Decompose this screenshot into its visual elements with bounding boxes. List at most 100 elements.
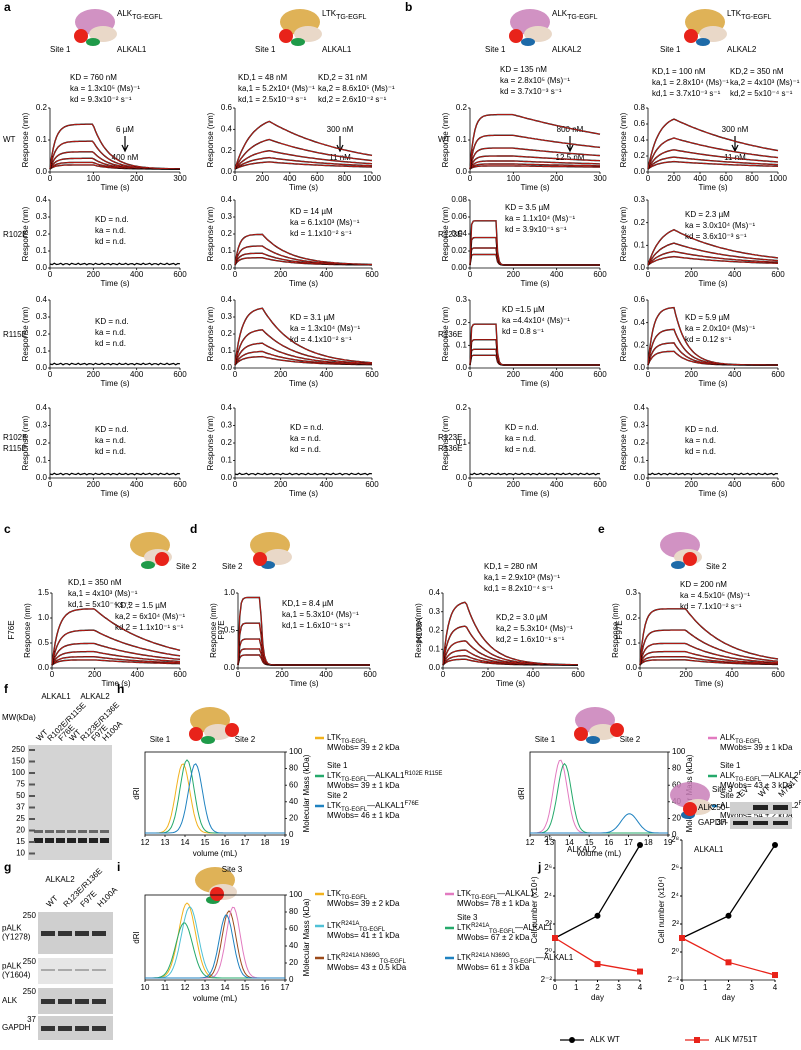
y-axis-label: Response (nm) [619, 415, 628, 470]
kinetics-text: KD = 135 nM [500, 65, 547, 74]
kinetics-text: kd = 4.1x10⁻² s⁻¹ [290, 335, 352, 344]
plot-frame [144, 894, 286, 981]
concentration-label: 400 nM [112, 153, 139, 162]
kinetics-text: kd = n.d. [95, 237, 126, 246]
text-part: TG-EGFL [132, 14, 162, 21]
point [725, 959, 732, 966]
x-axis-label: Time (s) [100, 183, 129, 192]
fit-curve [237, 638, 370, 666]
kinetics-text: ka = 4.5x10⁵ (Ms)⁻¹ [680, 591, 750, 600]
kinetics-text: KD,1 = 100 nM [652, 67, 706, 76]
panel-label: e [598, 522, 605, 536]
y2-tick-label: 20 [289, 958, 298, 967]
mw-label: MWobs= 41 ± 1 kDa [327, 931, 400, 940]
x-tick-label: 600 [571, 670, 585, 679]
point [725, 912, 732, 919]
fit-curve [49, 123, 180, 170]
x-tick-label: 400 [725, 670, 739, 679]
band [41, 999, 55, 1004]
marker-label: 50 [16, 791, 25, 800]
text-part: LTK [327, 733, 342, 742]
mw-label: MWobs= 39 ± 1 kDa [720, 743, 793, 752]
point [552, 935, 558, 941]
concentration-label: 300 nM [327, 125, 354, 134]
panel-label: j [537, 860, 541, 874]
x-tick-label: 200 [130, 174, 144, 183]
y-tick-label: 0.2 [221, 329, 233, 338]
site-label: Site 1 [535, 735, 556, 744]
kinetics-text: kd = n.d. [290, 445, 321, 454]
y-tick-label: 0.3 [626, 588, 638, 597]
y-tick-label: 0.5 [38, 638, 50, 647]
y-tick-label: 0.4 [221, 403, 233, 412]
kinetics-text: KD,2 = 31 nM [318, 73, 367, 82]
band [100, 838, 109, 843]
site-marker [253, 552, 267, 566]
trace [145, 910, 285, 979]
y-axis-label: dRI [132, 787, 141, 799]
x-tick-label: 400 [320, 270, 334, 279]
plot-frame [529, 751, 669, 836]
kinetics-text: KD,1 = 280 nM [484, 562, 538, 571]
fit-curve [647, 161, 779, 170]
band [75, 931, 89, 936]
kinetics-text: kd,1 = 2.5x10⁻³ s⁻¹ [238, 95, 307, 104]
band [41, 969, 55, 971]
y-tick-label: 0.2 [36, 438, 48, 447]
point [637, 841, 643, 848]
sensorgram [647, 156, 778, 170]
panel-label: d [190, 522, 197, 536]
y-tick-label: 0.1 [221, 456, 233, 465]
sensorgram [237, 638, 370, 666]
arrow [566, 136, 574, 153]
y-tick-label: 0.0 [634, 167, 646, 176]
site-label: Site 2 [235, 735, 256, 744]
fit-curve [51, 651, 181, 666]
marker-label: 250 [23, 987, 37, 996]
x-tick-label: 400 [550, 480, 564, 489]
x-tick-label: 600 [771, 480, 785, 489]
y-tick-label: 0.4 [634, 403, 646, 412]
band [92, 1026, 106, 1031]
x-tick-label: 13 [161, 838, 170, 847]
y-tick-label: 0.3 [634, 195, 646, 204]
mw-label: MWobs= 61 ± 3 kDa [457, 963, 530, 972]
fit-curve [442, 601, 579, 666]
x-tick-label: 0 [236, 670, 241, 679]
x-axis-label: Time (s) [520, 489, 549, 498]
row-label: R123E [438, 230, 462, 239]
x-tick-label: 200 [274, 370, 288, 379]
y-tick-label: 0.08 [451, 195, 467, 204]
x-axis-label: day [722, 993, 735, 1002]
site-marker [225, 723, 239, 737]
kinetics-text: KD = n.d. [95, 215, 129, 224]
x-tick-label: 200 [685, 370, 699, 379]
x-tick-label: 200 [685, 270, 699, 279]
marker-label: 10 [16, 849, 25, 858]
fit-curve [51, 656, 180, 666]
legend-entry: LTKTG-EGFL—ALKAL1 [457, 889, 535, 900]
kinetics-text: kd,2 = 2.6x10⁻² s⁻¹ [318, 95, 387, 104]
fit-curve [237, 654, 370, 666]
site-label: Site 2 [720, 791, 741, 800]
y-tick-label: 2⁸ [671, 835, 679, 844]
kinetics-text: kd,1 = 8.2x10⁻⁴ s⁻¹ [484, 584, 553, 593]
x-tick-label: 100 [87, 174, 101, 183]
fit-curve [51, 608, 181, 666]
kinetics-text: ka = 1.3x10⁵ (Ms)⁻¹ [70, 84, 140, 93]
x-tick-label: 1000 [363, 174, 381, 183]
arrow [121, 136, 129, 153]
marker-band [29, 829, 35, 832]
x-tick-label: 0 [50, 670, 55, 679]
x-axis-label: Time (s) [496, 679, 525, 688]
fit-curve [647, 156, 778, 170]
y-tick-label: 0.4 [36, 295, 48, 304]
panel-label: g [4, 860, 11, 874]
trace [145, 914, 285, 979]
text-part: —ALKAL1 [497, 889, 535, 898]
kinetics-text: KD = n.d. [290, 423, 324, 432]
x-axis-label: Time (s) [289, 379, 318, 388]
x-tick-label: 400 [550, 370, 564, 379]
kinetics-text: ka,2 = 5.3x10⁴ (Ms)⁻¹ [496, 624, 573, 633]
y-tick-label: 0.04 [451, 229, 467, 238]
